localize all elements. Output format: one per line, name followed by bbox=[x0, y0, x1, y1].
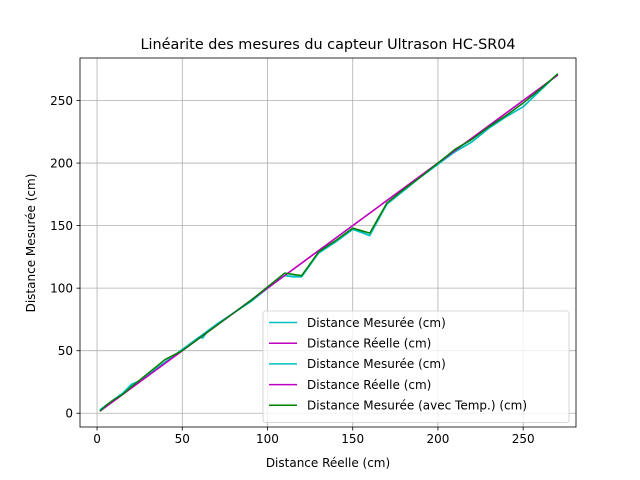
x-tick-label: 150 bbox=[341, 432, 364, 446]
grid-lines bbox=[80, 58, 576, 427]
legend-box bbox=[262, 310, 570, 423]
legend-label: Distance Mesurée (avec Temp.) (cm) bbox=[307, 399, 527, 413]
legend-label: Distance Réelle (cm) bbox=[307, 378, 431, 392]
x-tick-label: 200 bbox=[426, 432, 449, 446]
y-tick-label: 50 bbox=[58, 344, 73, 358]
series-line-3 bbox=[99, 74, 559, 412]
legend-label: Distance Réelle (cm) bbox=[307, 337, 431, 351]
y-axis-ticks: 0 50 100 150 200 250 bbox=[50, 94, 80, 421]
axes-frame bbox=[79, 57, 577, 428]
y-axis-label: Distance Mesurée (cm) bbox=[24, 174, 38, 313]
legend-label: Distance Mesurée (cm) bbox=[307, 316, 446, 330]
x-tick-label: 50 bbox=[175, 432, 190, 446]
y-tick-label: 200 bbox=[50, 156, 73, 170]
legend-label: Distance Mesurée (cm) bbox=[307, 357, 446, 371]
y-tick-label: 150 bbox=[50, 219, 73, 233]
series-line-4 bbox=[99, 73, 559, 412]
x-tick-label: 250 bbox=[512, 432, 535, 446]
y-tick-label: 250 bbox=[50, 94, 73, 108]
x-axis-ticks: 0 50 100 150 200 250 bbox=[93, 427, 535, 446]
plot-lines bbox=[99, 73, 559, 412]
y-tick-label: 0 bbox=[65, 407, 73, 421]
chart-title: Linéarite des mesures du capteur Ultraso… bbox=[140, 37, 515, 53]
x-tick-label: 0 bbox=[93, 432, 101, 446]
legend: Distance Mesurée (cm) Distance Réelle (cm… bbox=[262, 310, 570, 423]
x-tick-label: 100 bbox=[256, 432, 279, 446]
x-axis-label: Distance Réelle (cm) bbox=[266, 456, 390, 470]
y-tick-label: 100 bbox=[50, 281, 73, 295]
